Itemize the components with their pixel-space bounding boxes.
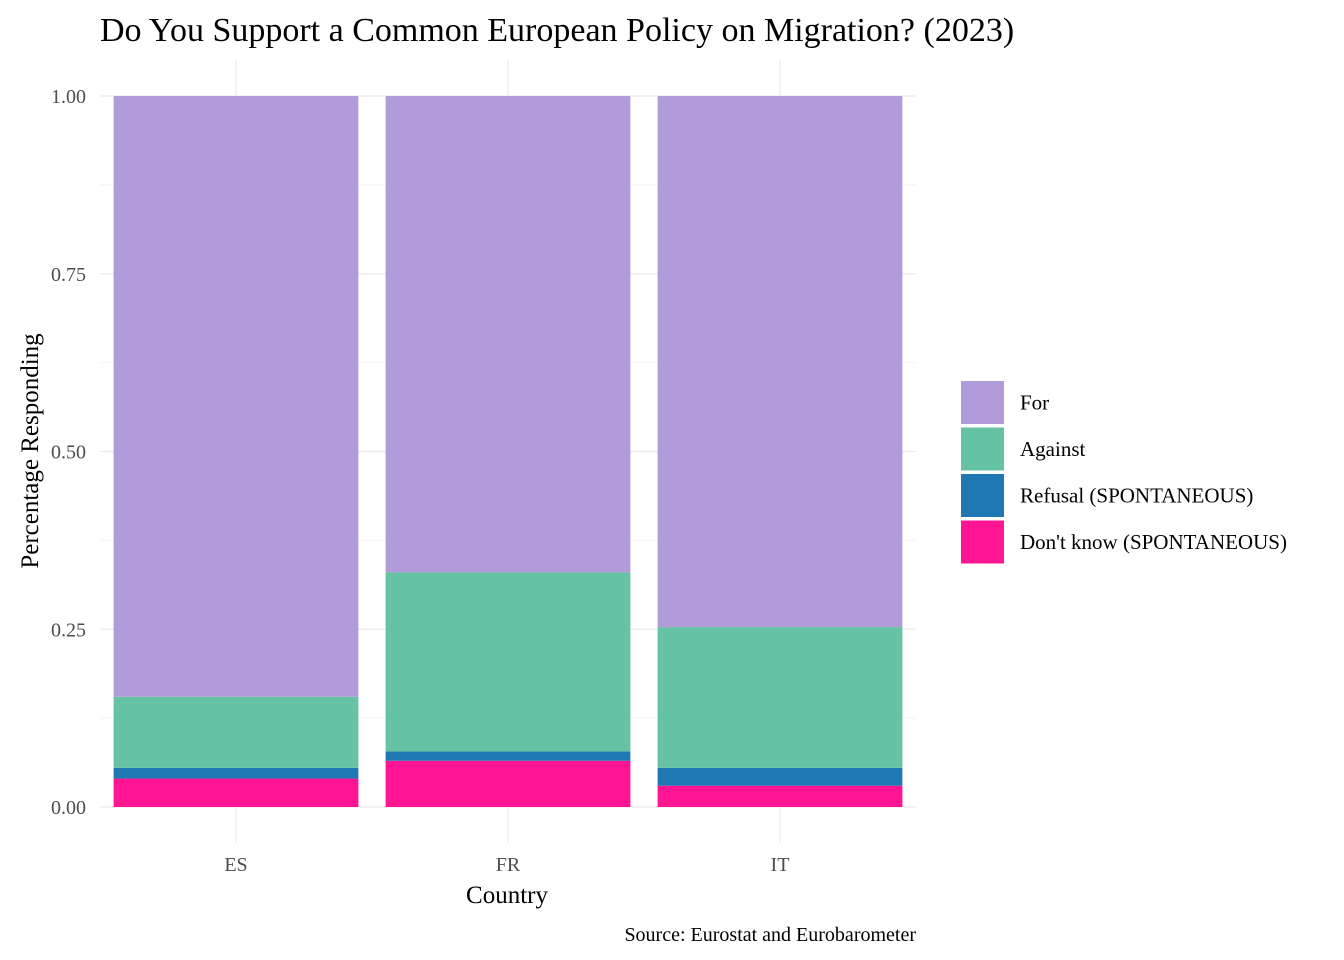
bar-fr-against — [385, 572, 631, 752]
bar-it-don-t-know-spontaneous — [657, 785, 903, 807]
legend-label: Refusal (SPONTANEOUS) — [1020, 484, 1253, 508]
bar-fr-refusal-spontaneous — [385, 751, 631, 761]
bars — [113, 96, 903, 807]
y-axis-ticks: 0.00 0.25 0.50 0.75 1.00 — [51, 86, 86, 819]
legend-key — [961, 520, 1004, 564]
source-caption: Source: Eurostat and Eurobarometer — [624, 924, 916, 946]
y-tick-label: 0.25 — [51, 619, 86, 641]
legend-label: Against — [1020, 437, 1085, 461]
x-tick-label: IT — [771, 854, 790, 876]
bar-es-for — [113, 96, 359, 697]
x-tick-label: FR — [496, 854, 521, 876]
legend-key — [961, 474, 1004, 517]
y-tick-label: 0.00 — [51, 797, 86, 819]
x-axis-title: Country — [466, 882, 548, 909]
y-axis-title: Percentage Responding — [17, 333, 44, 569]
y-tick-label: 0.50 — [51, 442, 86, 464]
chart-title: Do You Support a Common European Policy … — [100, 12, 1014, 49]
bar-it-for — [657, 96, 903, 628]
bar-fr-for — [385, 96, 631, 573]
bar-es-against — [113, 696, 359, 768]
bar-es-don-t-know-spontaneous — [113, 778, 359, 807]
y-tick-label: 1.00 — [51, 86, 86, 108]
legend-key — [961, 381, 1004, 424]
y-tick-label: 0.75 — [51, 264, 86, 286]
legend-label: For — [1020, 391, 1049, 415]
legend: For Against Refusal (SPONTANEOUS) Don't kno… — [961, 381, 1287, 564]
legend-label: Don't know (SPONTANEOUS) — [1020, 530, 1287, 554]
bar-it-against — [657, 627, 903, 768]
bar-es-refusal-spontaneous — [113, 767, 359, 779]
legend-key — [961, 427, 1004, 471]
bar-it-refusal-spontaneous — [657, 767, 903, 786]
bar-fr-don-t-know-spontaneous — [385, 760, 631, 807]
x-axis-ticks: ES FR IT — [224, 854, 789, 876]
x-tick-label: ES — [224, 854, 247, 876]
